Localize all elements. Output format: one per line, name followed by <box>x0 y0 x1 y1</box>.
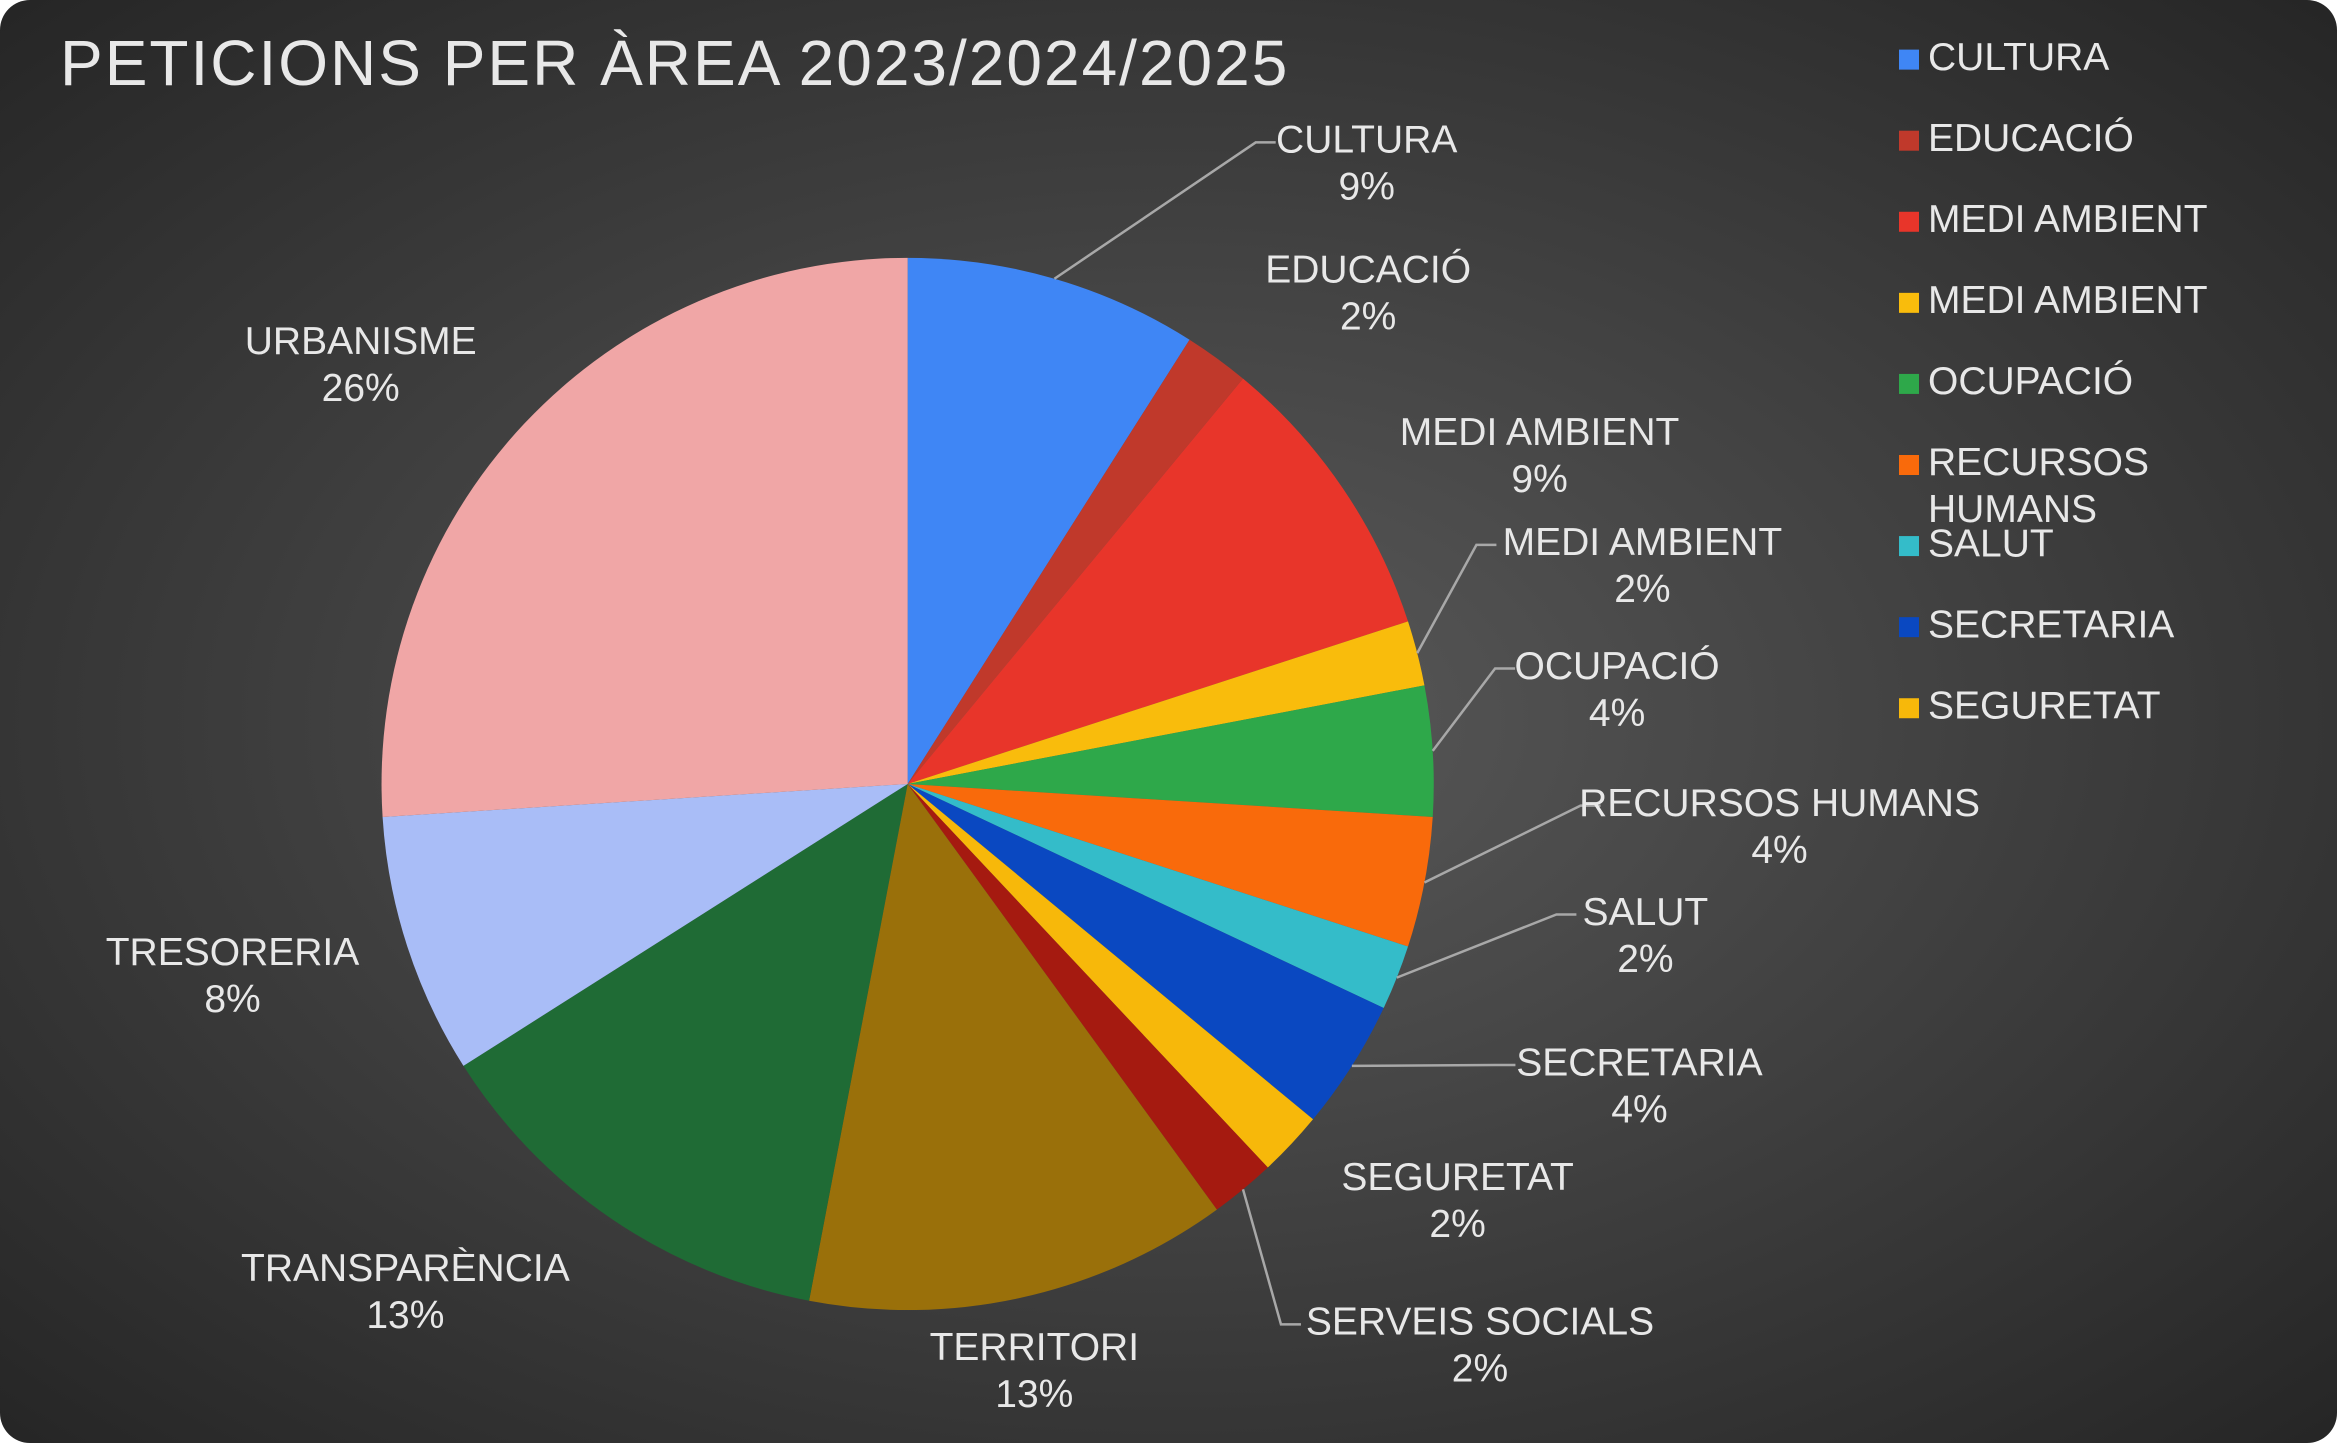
pie-slice <box>381 257 908 817</box>
pie-slice <box>809 783 1217 1311</box>
slice-label: TERRITORI <box>930 1326 1139 1369</box>
leader-line <box>1351 1063 1516 1068</box>
value-label: 4% <box>1589 692 1645 735</box>
pie-slice <box>907 257 1190 784</box>
leader-line <box>1241 1188 1301 1326</box>
legend-swatch <box>1899 455 1919 476</box>
pie-slice <box>907 783 1433 947</box>
legend-swatch <box>1899 698 1919 719</box>
legend-label: OCUPACIÓ <box>1928 360 2133 403</box>
value-label: 2% <box>1340 295 1396 338</box>
value-label: 2% <box>1614 568 1670 611</box>
legend-label: MEDI AMBIENT <box>1928 279 2208 322</box>
value-label: 2% <box>1429 1203 1485 1246</box>
leader-line <box>1431 667 1516 752</box>
legend-swatch <box>1899 373 1919 394</box>
pie-slice <box>907 378 1409 784</box>
legend-swatch <box>1899 130 1919 151</box>
slice-label: SECRETARIA <box>1516 1041 1762 1084</box>
leader-line <box>1396 913 1577 979</box>
legend-label: MEDI AMBIENT <box>1928 198 2208 241</box>
value-label: 2% <box>1617 938 1673 981</box>
value-label: 8% <box>204 978 260 1021</box>
slice-label: RECURSOS HUMANS <box>1579 782 1980 825</box>
pie-slice <box>907 685 1434 817</box>
pie-slice <box>907 783 1268 1210</box>
pie-slice <box>907 339 1244 784</box>
legend-label: RECURSOS HUMANS <box>1928 441 2149 531</box>
legend-swatch <box>1899 536 1919 557</box>
value-label: 2% <box>1452 1348 1508 1391</box>
value-label: 13% <box>366 1294 444 1337</box>
legend-swatch <box>1899 617 1919 638</box>
pie-slice <box>382 783 908 1066</box>
slice-label: TRESORERIA <box>106 931 360 974</box>
leader-line <box>1053 141 1276 280</box>
slice-label: URBANISME <box>245 320 477 363</box>
pie-slice <box>907 783 1409 1008</box>
value-label: 26% <box>322 367 400 410</box>
legend-label: SALUT <box>1928 522 2054 565</box>
value-label: 9% <box>1339 166 1395 209</box>
leader-line <box>1416 543 1497 654</box>
slice-label: SALUT <box>1583 891 1709 934</box>
pie-slice <box>907 783 1314 1168</box>
legend-swatch <box>1899 49 1919 70</box>
value-label: 9% <box>1511 458 1567 501</box>
legend-label: EDUCACIÓ <box>1928 117 2134 160</box>
value-label: 13% <box>995 1373 1073 1416</box>
slice-label: SEGURETAT <box>1341 1156 1574 1199</box>
legend-swatch <box>1899 211 1919 232</box>
pie-slice <box>907 783 1384 1120</box>
chart-title: PETICIONS PER ÀREA 2023/2024/2025 <box>60 27 1289 99</box>
slice-label: SERVEIS SOCIALS <box>1306 1301 1654 1344</box>
legend-label: SECRETARIA <box>1928 603 2174 646</box>
pie-slice <box>907 621 1425 784</box>
value-label: 4% <box>1751 829 1807 872</box>
slice-label: MEDI AMBIENT <box>1503 521 1783 564</box>
slice-label: OCUPACIÓ <box>1515 645 1720 688</box>
value-label: 4% <box>1611 1088 1667 1131</box>
slice-label: CULTURA <box>1276 119 1457 162</box>
slice-label: EDUCACIÓ <box>1265 248 1471 291</box>
pie-slice <box>463 783 908 1301</box>
legend-swatch <box>1899 292 1919 313</box>
legend-label: CULTURA <box>1928 36 2109 79</box>
legend-label: SEGURETAT <box>1928 685 2161 728</box>
slice-label: MEDI AMBIENT <box>1400 411 1680 454</box>
slice-label: TRANSPARÈNCIA <box>241 1247 570 1290</box>
leader-line <box>1423 804 1601 884</box>
